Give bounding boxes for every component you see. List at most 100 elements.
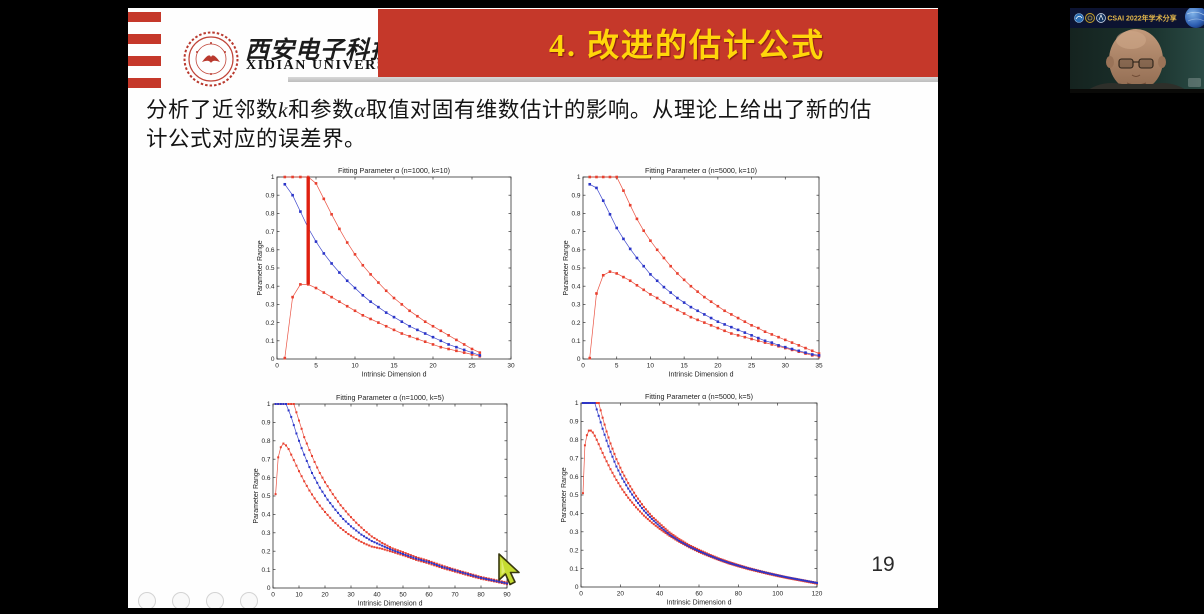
university-seal-logo [183,31,239,87]
math-var-alpha: α [354,98,366,122]
svg-text:90: 90 [503,592,511,599]
svg-text:0.8: 0.8 [265,211,274,218]
svg-text:0: 0 [271,592,275,599]
svg-text:Parameter Range: Parameter Range [561,467,568,522]
svg-text:30: 30 [347,592,355,599]
plot-alpha-n1000-k5: 0 10 20 30 40 50 60 70 80 90 0 0.1 0.2 0.3 0.4 0.5 0.6 0.… [252,390,514,608]
slide-body-text: 分析了近邻数k和参数α取值对固有维数估计的影响。从理论上给出了新的估 计公式对应… [146,96,916,154]
svg-text:0.2: 0.2 [261,548,270,555]
page-number: 19 [871,553,895,576]
svg-text:0.5: 0.5 [261,493,270,500]
svg-text:0.6: 0.6 [571,247,580,254]
svg-text:100: 100 [772,591,783,598]
svg-text:0.4: 0.4 [571,283,580,290]
conference-banner-text: CSAI 2022年学术分享 [1107,14,1176,23]
svg-text:10: 10 [647,363,655,370]
svg-text:30: 30 [507,363,515,370]
body-text-line1: 分析了近邻数k和参数α取值对固有维数估计的影响。从理论上给出了新的估 [146,98,872,122]
svg-text:0: 0 [271,356,275,363]
svg-text:10: 10 [351,363,359,370]
conference-logo-icon [1074,13,1084,23]
svg-text:0.7: 0.7 [265,229,274,236]
body-text-line2: 计公式对应的误差界。 [146,127,367,151]
conference-logo-icon [1096,13,1106,23]
university-name-english: XIDIAN UNIVERSITY [246,58,416,73]
svg-text:Fitting Parameter α (n=5000, k: Fitting Parameter α (n=5000, k=10) [645,166,757,175]
slide-title: 4. 改进的估计公式 [548,27,825,63]
webcam-video-tile[interactable]: CSAI 2022年学术分享 [1070,8,1204,93]
svg-text:0.3: 0.3 [261,530,270,537]
svg-text:0.4: 0.4 [569,511,578,518]
svg-text:0.5: 0.5 [265,265,274,272]
stripe-bar [128,34,161,44]
header-divider [288,77,938,82]
svg-text:0.7: 0.7 [571,229,580,236]
svg-text:0.2: 0.2 [569,547,578,554]
svg-text:0.7: 0.7 [261,456,270,463]
svg-text:0.1: 0.1 [265,338,274,345]
svg-text:0.2: 0.2 [571,320,580,327]
svg-text:70: 70 [451,592,459,599]
svg-text:0.6: 0.6 [569,474,578,481]
svg-text:0.1: 0.1 [569,566,578,573]
stripe-bar [128,12,161,22]
svg-text:0: 0 [267,585,271,592]
svg-text:Parameter Range: Parameter Range [563,240,570,295]
svg-text:20: 20 [714,363,722,370]
presenter-menu-button[interactable] [240,592,258,608]
svg-text:0: 0 [575,584,579,591]
svg-text:Intrinsic Dimension d: Intrinsic Dimension d [667,600,732,607]
svg-text:Fitting Parameter α (n=1000, k: Fitting Parameter α (n=1000, k=5) [336,393,444,402]
svg-text:40: 40 [373,592,381,599]
svg-text:0.1: 0.1 [261,567,270,574]
plot-alpha-n5000-k10: 0 5 10 15 20 25 30 35 0 0.1 0.2 0.3 0.4 0.5 0.6 0.7 0.8 0… [558,165,826,385]
svg-text:0: 0 [581,363,585,370]
plot-alpha-n1000-k10: 0 5 10 15 20 25 30 0 0.1 0.2 0.3 0.4 0.5 0.6 0.7 0.8 0.9… [256,165,518,385]
svg-text:1: 1 [267,401,271,408]
svg-text:0.8: 0.8 [261,438,270,445]
svg-text:0: 0 [579,591,583,598]
presenter-nav-button[interactable] [172,592,190,608]
svg-text:1: 1 [577,174,581,181]
presenter-face [1106,29,1166,91]
svg-text:Fitting Parameter α (n=5000, k: Fitting Parameter α (n=5000, k=5) [645,392,753,401]
svg-text:80: 80 [735,591,743,598]
svg-text:20: 20 [321,592,329,599]
presentation-slide: 西安电子科技大学 XIDIAN UNIVERSITY 4. 改进的估计公式 分析… [128,8,938,608]
svg-text:0.4: 0.4 [261,512,270,519]
presenter-nav-button[interactable] [138,592,156,608]
svg-text:5: 5 [314,363,318,370]
svg-text:Parameter Range: Parameter Range [253,468,260,523]
svg-text:0.2: 0.2 [265,320,274,327]
svg-text:Intrinsic Dimension d: Intrinsic Dimension d [358,601,423,608]
mouse-cursor-icon [498,553,520,586]
svg-text:0.6: 0.6 [261,475,270,482]
svg-text:0.1: 0.1 [571,338,580,345]
svg-text:0.3: 0.3 [571,302,580,309]
svg-text:0: 0 [577,356,581,363]
svg-text:0.9: 0.9 [569,419,578,426]
svg-text:0.5: 0.5 [571,265,580,272]
svg-text:0.6: 0.6 [265,247,274,254]
svg-text:1: 1 [575,400,579,407]
slide-title-banner: 4. 改进的估计公式 [378,9,938,77]
svg-text:15: 15 [681,363,689,370]
presenter-pen-button[interactable] [206,592,224,608]
svg-text:0.9: 0.9 [261,420,270,427]
conference-logo-icon [1085,13,1095,23]
svg-text:20: 20 [429,363,437,370]
math-var-k: k [278,98,289,122]
svg-text:0.7: 0.7 [569,455,578,462]
svg-text:0.4: 0.4 [265,283,274,290]
plot-alpha-n5000-k5: 0 20 40 60 80 100 120 0 0.1 0.2 0.3 0.4 0.5 0.6 0.7 0.8… [556,390,824,608]
svg-text:60: 60 [695,591,703,598]
svg-text:35: 35 [815,363,823,370]
conference-backdrop-banner [1070,8,1204,28]
webcam-watermark [1188,78,1201,87]
svg-text:120: 120 [812,591,823,598]
stripe-bar [128,78,161,88]
svg-text:60: 60 [425,592,433,599]
svg-text:0.9: 0.9 [265,192,274,199]
svg-text:80: 80 [477,592,485,599]
